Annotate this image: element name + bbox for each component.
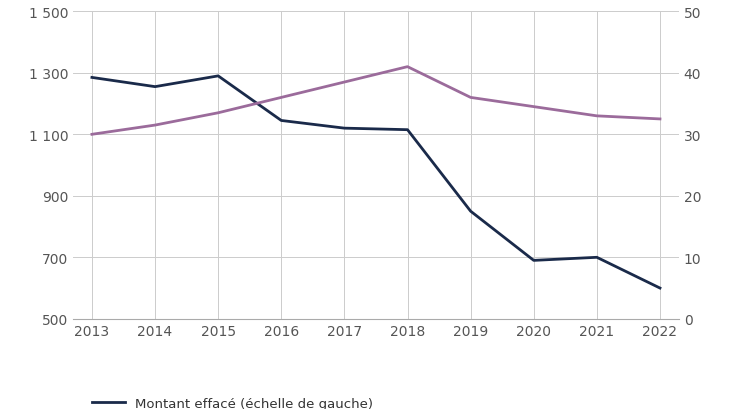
Legend: Montant effacé (échelle de gauche), Taux d'effacement (échelle de droite): Montant effacé (échelle de gauche), Taux… (92, 397, 385, 409)
